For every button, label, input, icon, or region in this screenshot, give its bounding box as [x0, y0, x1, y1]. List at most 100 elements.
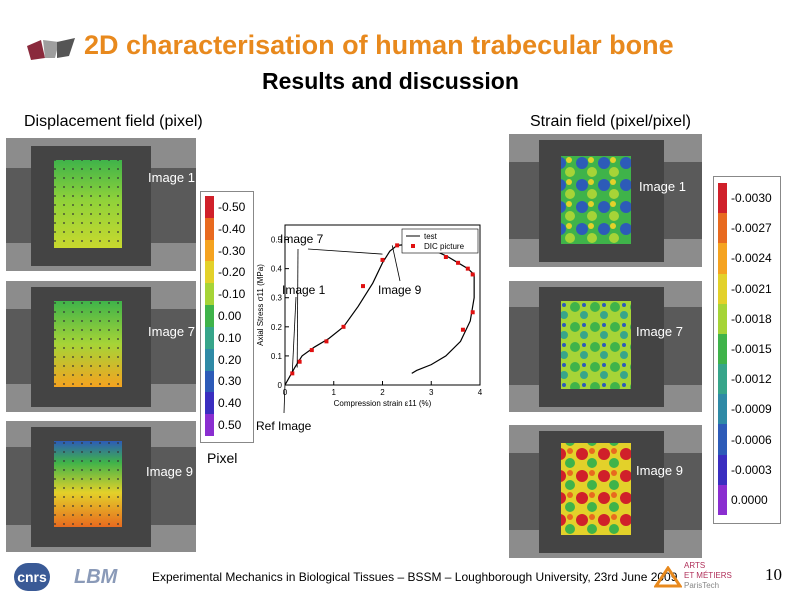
displacement-colorbar-tick: 0.30: [218, 374, 242, 389]
y-tick-label: 0.4: [271, 265, 283, 274]
displacement-colorbar-swatch: [205, 305, 214, 328]
strain-colorbar-tick: -0.0015: [731, 342, 772, 356]
strain-colorbar-swatch: [718, 243, 727, 275]
arts-et-metiers-logo: ARTS ET MÉTIERS ParisTech: [684, 561, 732, 591]
strain-colorbar-tick: -0.0006: [731, 432, 772, 447]
displacement-image-9: Image 9: [6, 421, 196, 552]
brand-arrow-icon: [27, 38, 75, 60]
displacement-colorbar-swatch: [205, 261, 214, 284]
arts-et-metiers-emblem-icon: [654, 566, 682, 588]
displacement-colorbar-tick: -0.20: [218, 265, 246, 280]
strain-colorbar-swatch: [718, 213, 727, 244]
annotation-arrow: [391, 245, 401, 282]
displacement-colorbar: -0.50 -0.40 -0.30 -0.20 -0.10 0.00 0.10 0.20 0.3…: [200, 191, 254, 443]
dic-picture-point: [465, 266, 470, 271]
chart-annotation: Image 1: [282, 283, 326, 297]
strain-colorbar-swatch: [718, 333, 727, 365]
y-axis-label: Axial Stress σ11 (MPa): [256, 264, 265, 346]
displacement-colorbar-tick: -0.40: [218, 221, 246, 236]
annotation-arrow: [291, 296, 297, 372]
displacement-colorbar-tick: 0.50: [218, 418, 242, 433]
displacement-colorbar-swatch: [205, 392, 214, 415]
dic-picture-point: [470, 272, 475, 277]
strain-image-7: Image 7: [509, 281, 702, 412]
strain-colorbar-swatch: [718, 364, 727, 395]
footer-text: Experimental Mechanics in Biological Tis…: [152, 570, 678, 584]
displacement-heading: Displacement field (pixel): [24, 113, 203, 130]
stress-strain-chart: 0 1 2 3 4 0 0.1 0.2 0.3 0.4 0.5 Compression strain …: [256, 224, 483, 433]
strain-image-1-label: Image 1: [639, 179, 686, 194]
logo-line-arts: ARTS: [684, 561, 706, 570]
slide-title: 2D characterisation of human trabecular …: [84, 30, 674, 60]
logo-line-metiers: ET MÉTIERS: [684, 571, 732, 580]
strain-colorbar-tick: 0.0000: [731, 492, 768, 507]
strain-colorbar-tick: -0.0009: [731, 402, 772, 417]
y-tick-label: 0.3: [271, 294, 283, 303]
displacement-colorbar-swatch: [205, 283, 214, 306]
strain-colorbar-tick: -0.0030: [731, 191, 772, 206]
dic-picture-point: [309, 348, 314, 353]
x-tick-label: 4: [478, 388, 483, 397]
annotation-arrow: [296, 248, 299, 368]
strain-colorbar-swatch: [718, 484, 727, 516]
x-tick-label: 1: [332, 388, 337, 397]
displacement-colorbar-swatch: [205, 414, 214, 437]
strain-colorbar-tick: -0.0003: [731, 462, 772, 477]
displacement-colorbar-tick: 0.10: [218, 330, 242, 345]
strain-image-9: Image 9: [509, 425, 702, 558]
strain-colorbar-swatch: [718, 454, 727, 486]
dic-picture-point: [341, 324, 346, 329]
y-tick-label: 0.1: [271, 352, 283, 361]
strain-colorbar-swatch: [718, 183, 727, 214]
strain-colorbar-swatch: [718, 424, 727, 456]
annotation-arrow: [307, 248, 383, 255]
x-tick-label: 3: [429, 388, 434, 397]
displacement-colorbar-swatch: [205, 326, 214, 350]
strain-image-1: Image 1: [509, 134, 702, 267]
strain-colorbar-tick: -0.0024: [731, 251, 772, 266]
displacement-image-9-label: Image 9: [146, 464, 193, 479]
displacement-colorbar-swatch: [205, 370, 214, 393]
displacement-colorbar-tick: -0.30: [218, 243, 246, 258]
displacement-colorbar-tick: 0.40: [218, 396, 242, 411]
displacement-image-1: Image 1: [6, 138, 196, 271]
dic-picture-point: [460, 327, 465, 332]
dic-picture-point: [361, 284, 365, 289]
displacement-colorbar-tick: -0.50: [218, 199, 246, 214]
dic-picture-point: [443, 255, 448, 259]
strain-colorbar-swatch: [718, 303, 727, 335]
strain-heading: Strain field (pixel/pixel): [530, 113, 691, 130]
annotation-arrow: [283, 383, 286, 414]
strain-colorbar-swatch: [718, 394, 727, 425]
dic-picture-point: [380, 257, 385, 262]
strain-colorbar-tick: -0.0012: [731, 372, 772, 387]
x-axis-label: Compression strain ε11 (%): [334, 399, 432, 408]
chart-annotation: Image 7: [280, 232, 324, 246]
strain-image-7-label: Image 7: [636, 324, 683, 339]
displacement-colorbar-swatch: [205, 217, 214, 241]
lbm-logo: LBM: [74, 566, 118, 588]
y-tick-label: 0.5: [271, 236, 283, 245]
strain-colorbar-tick: -0.0018: [731, 311, 772, 326]
chart-annotation: Ref Image: [256, 419, 312, 433]
y-tick-label: 0: [278, 381, 283, 390]
chart-annotation: Image 9: [378, 283, 422, 297]
dic-picture-point: [456, 260, 461, 265]
displacement-colorbar-tick: 0.00: [218, 309, 242, 323]
displacement-colorbar-swatch: [205, 239, 214, 262]
slide-subtitle: Results and discussion: [262, 68, 519, 94]
legend-dic-swatch: [411, 244, 415, 248]
displacement-colorbar-tick: -0.10: [218, 287, 246, 302]
displacement-image-7: Image 7: [6, 281, 196, 412]
dic-picture-point: [290, 371, 295, 376]
legend-test-label: test: [424, 232, 438, 241]
displacement-colorbar-swatch: [205, 348, 214, 372]
displacement-colorbar-swatch: [205, 196, 214, 219]
strain-colorbar-tick: -0.0027: [731, 221, 772, 236]
logo-line-paristech: ParisTech: [684, 581, 720, 590]
chart-legend: [401, 228, 479, 254]
strain-colorbar-swatch: [718, 273, 727, 305]
displacement-image-7-label: Image 7: [148, 324, 195, 339]
strain-colorbar-tick: -0.0021: [731, 281, 772, 296]
strain-image-9-label: Image 9: [636, 463, 683, 478]
